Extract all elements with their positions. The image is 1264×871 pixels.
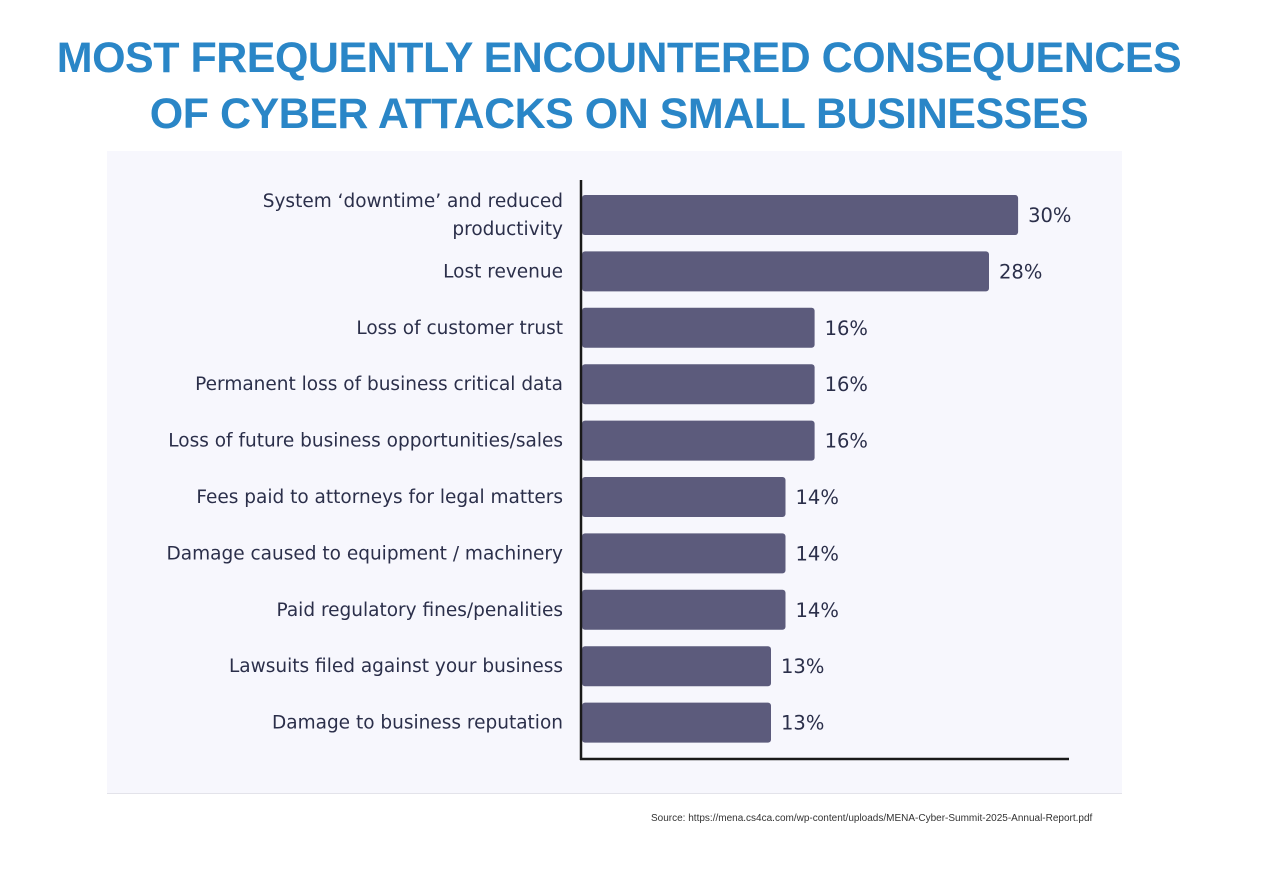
category-label: Loss of customer trust [356, 318, 563, 339]
bar [582, 533, 786, 574]
category-label: Fees paid to attorneys for legal matters [196, 487, 563, 508]
bar-chart: System ‘downtime’ and reduced productivit… [167, 180, 1071, 761]
bar [582, 589, 786, 630]
bars-layer [582, 195, 1019, 743]
bar [582, 364, 815, 405]
value-label: 16% [825, 430, 868, 453]
category-label: Paid regulatory fines/penalities [277, 600, 563, 621]
value-label: 13% [781, 655, 824, 678]
value-label: 16% [825, 317, 868, 340]
category-label: Damage caused to equipment / machinery [167, 543, 563, 564]
bar [582, 702, 771, 743]
bar [582, 251, 989, 292]
category-label: Permanent loss of business critical data [195, 374, 563, 395]
chart-panel: System ‘downtime’ and reduced productivit… [107, 151, 1122, 794]
category-label: productivity [452, 219, 563, 240]
page-title: MOST FREQUENTLY ENCOUNTERED CONSEQUENCES… [0, 30, 1238, 142]
value-label: 28% [999, 260, 1042, 283]
value-label: 14% [796, 486, 839, 509]
value-label: 16% [825, 373, 868, 396]
value-label: 14% [796, 599, 839, 622]
value-label: 13% [781, 712, 824, 735]
category-labels: System ‘downtime’ and reduced productivit… [167, 191, 563, 734]
title-line-1: MOST FREQUENTLY ENCOUNTERED CONSEQUENCES [56, 34, 1182, 82]
bar [582, 307, 815, 348]
title-line-2: OF CYBER ATTACKS ON SMALL BUSINESSES [149, 90, 1089, 138]
category-label: System ‘downtime’ and reduced [263, 191, 563, 212]
bar [582, 195, 1019, 235]
category-label: Lost revenue [443, 261, 563, 282]
bar [582, 646, 771, 687]
value-label: 30% [1028, 204, 1071, 227]
category-label: Damage to business reputation [272, 713, 563, 734]
value-labels: 30% 28% 16% 16% 16% 14% 14% 14% 13% 13% [781, 204, 1071, 735]
source-note: Source: https://mena.cs4ca.com/wp-conten… [651, 813, 1093, 824]
value-label: 14% [796, 542, 839, 565]
bar [582, 420, 815, 461]
bar [582, 477, 786, 517]
category-label: Loss of future business opportunities/sa… [168, 431, 563, 452]
category-label: Lawsuits filed against your business [229, 656, 563, 677]
